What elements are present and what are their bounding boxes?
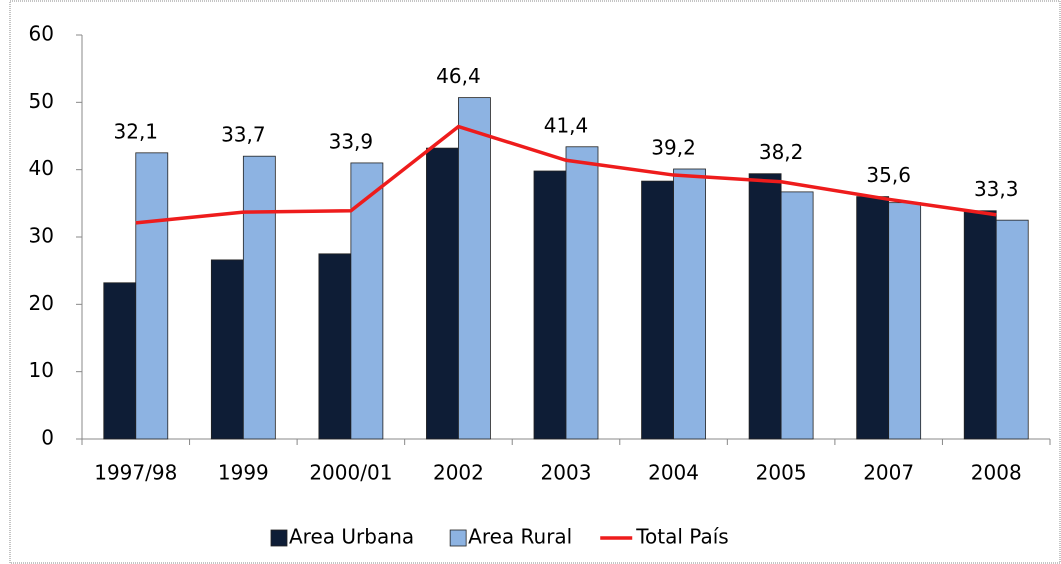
y-tick-label: 40: [29, 156, 54, 180]
x-tick-label: 1999: [218, 461, 269, 485]
data-label: 38,2: [759, 140, 804, 164]
bar: [748, 173, 782, 440]
legend-swatch: [270, 529, 288, 547]
x-tick-label: 2004: [648, 461, 699, 485]
x-tick-label: 2005: [756, 461, 807, 485]
bar: [963, 210, 997, 440]
bar: [135, 152, 169, 440]
bar: [426, 147, 459, 440]
y-tick-label: 30: [29, 224, 54, 248]
bar: [995, 219, 1029, 440]
legend-swatch: [449, 529, 467, 547]
bar: [210, 259, 244, 440]
data-label: 33,7: [221, 123, 266, 147]
data-label: 46,4: [436, 64, 481, 88]
x-tick-label: 1997/98: [94, 461, 177, 485]
y-tick-label: 10: [29, 358, 54, 382]
bar: [888, 202, 922, 440]
bar: [641, 180, 674, 440]
chart-frame: [9, 0, 1061, 564]
x-tick-label: 2007: [863, 461, 914, 485]
x-tick-label: 2003: [541, 461, 592, 485]
legend-label: Area Urbana: [289, 525, 414, 549]
data-label: 33,3: [974, 177, 1019, 201]
bar: [780, 191, 814, 440]
x-tick-label: 2000/01: [309, 461, 392, 485]
bar: [318, 253, 352, 440]
y-tick-label: 20: [29, 291, 54, 315]
x-tick-label: 2002: [433, 461, 484, 485]
bar: [242, 155, 276, 440]
bar: [856, 196, 890, 440]
bar: [533, 170, 567, 440]
data-label: 33,9: [329, 129, 374, 153]
bar: [458, 97, 491, 440]
legend-label: Area Rural: [468, 525, 572, 549]
legend-label: Total País: [635, 525, 728, 549]
data-label: 41,4: [544, 113, 589, 137]
line: [135, 124, 997, 225]
bar: [673, 168, 706, 440]
x-tick-label: 2008: [971, 461, 1022, 485]
data-label: 39,2: [651, 135, 696, 159]
data-label: 32,1: [114, 119, 159, 143]
bar: [103, 282, 137, 440]
y-tick-label: 0: [41, 426, 54, 450]
data-label: 35,6: [866, 163, 911, 187]
y-tick-label: 60: [29, 22, 54, 46]
bar: [565, 146, 599, 440]
y-tick-label: 50: [29, 89, 54, 113]
bar: [350, 162, 384, 440]
